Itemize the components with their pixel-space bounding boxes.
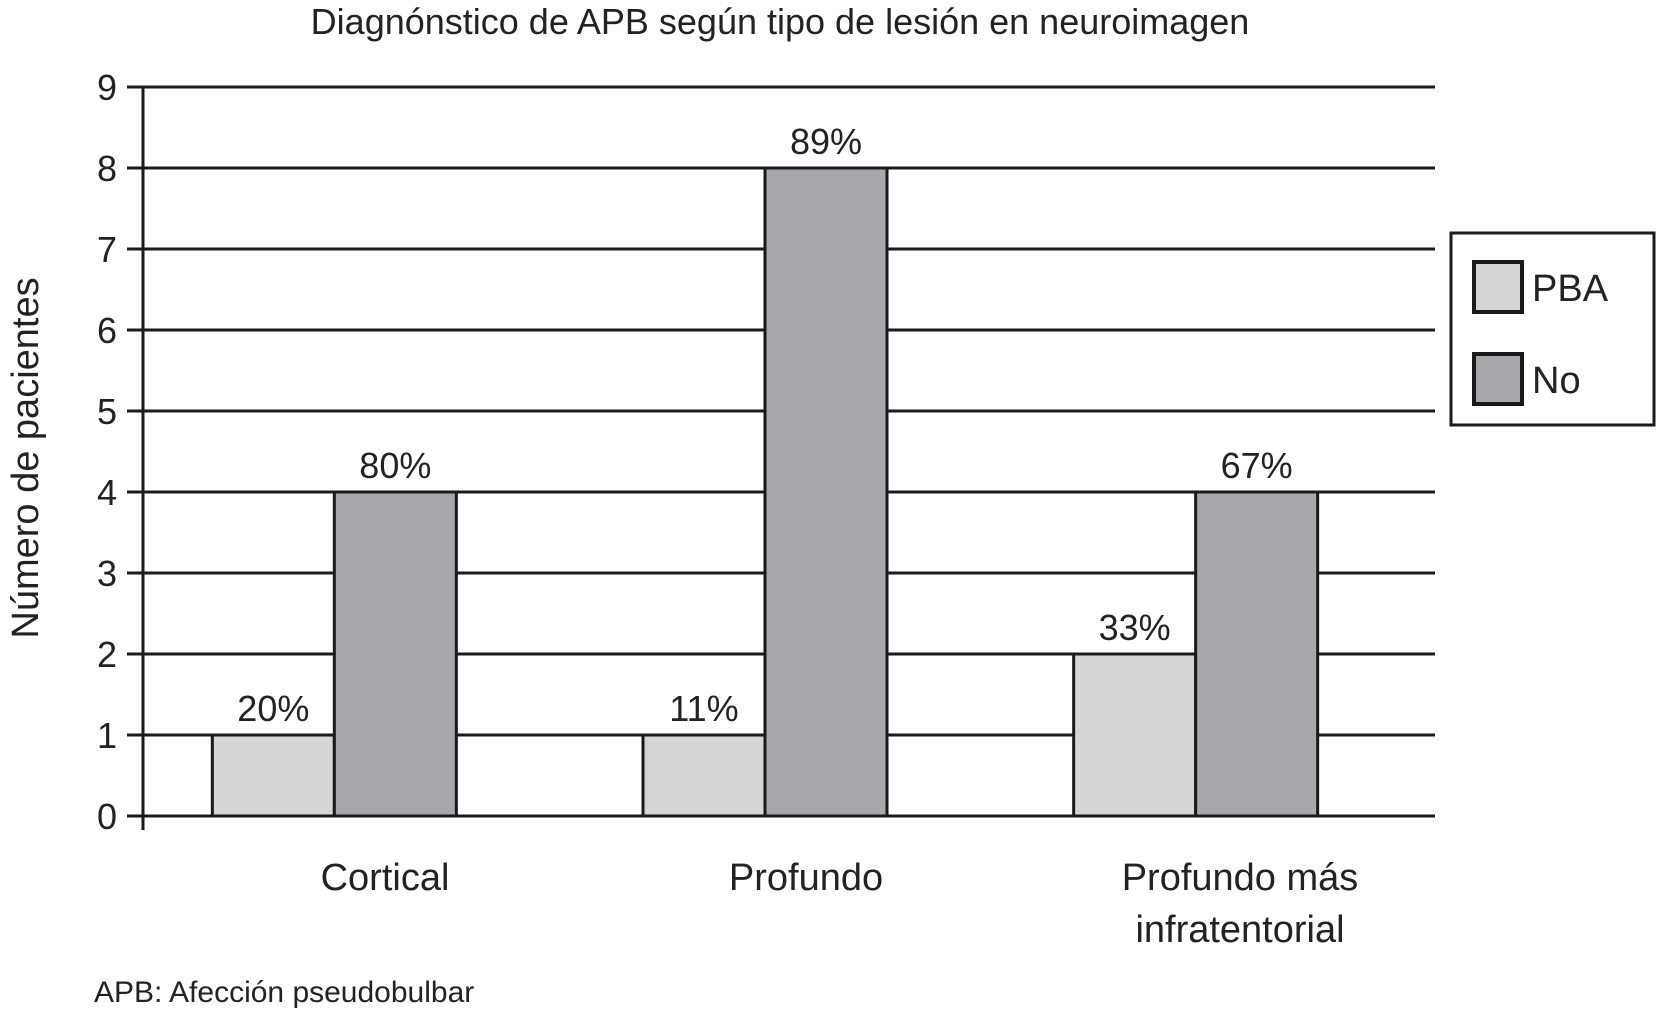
data-label: 11% (669, 688, 738, 729)
x-category-label: Profundo (729, 857, 883, 899)
y-tick-label: 5 (97, 391, 117, 432)
chart-title: Diagnónstico de APB según tipo de lesión… (311, 1, 1250, 42)
data-label: 89% (790, 121, 862, 162)
legend-swatch-no (1472, 352, 1524, 406)
y-tick-label: 4 (97, 472, 117, 513)
x-category-label: infratentorial (1135, 909, 1344, 951)
y-axis: 0 1 2 3 4 5 6 7 8 9 (97, 67, 145, 837)
data-label: 67% (1221, 445, 1293, 486)
x-category-label: Cortical (321, 857, 450, 899)
x-axis-categories: Cortical Profundo Profundo más infratentori… (321, 857, 1359, 951)
x-category-label: Profundo más (1122, 857, 1359, 899)
legend-label: PBA (1532, 268, 1609, 310)
bar-pba-2 (1072, 652, 1198, 818)
bar-pba-1 (641, 733, 767, 818)
y-tick-label: 1 (97, 715, 117, 756)
y-axis-label: Número de pacientes (5, 277, 47, 638)
bar-no-0 (332, 490, 458, 818)
y-tick-label: 2 (97, 634, 117, 675)
y-tick-label: 0 (97, 796, 117, 837)
legend-swatch-pba (1472, 260, 1524, 314)
y-tick-label: 6 (97, 310, 117, 351)
bars: 20% 80% 11% 89% 33% 67% (210, 121, 1320, 818)
y-tick-label: 3 (97, 553, 117, 594)
data-label: 33% (1099, 607, 1171, 648)
bar-no-2 (1194, 490, 1320, 818)
data-label: 20% (237, 688, 309, 729)
y-tick-label: 7 (97, 229, 117, 270)
legend-label: No (1532, 360, 1581, 402)
bar-pba-0 (210, 733, 336, 818)
y-tick-label: 9 (97, 67, 117, 108)
legend: PBA No (1449, 231, 1656, 427)
bar-no-1 (763, 166, 889, 818)
footnote: APB: Afección pseudobulbar (94, 976, 474, 1009)
data-label: 80% (359, 445, 431, 486)
y-tick-label: 8 (97, 148, 117, 189)
